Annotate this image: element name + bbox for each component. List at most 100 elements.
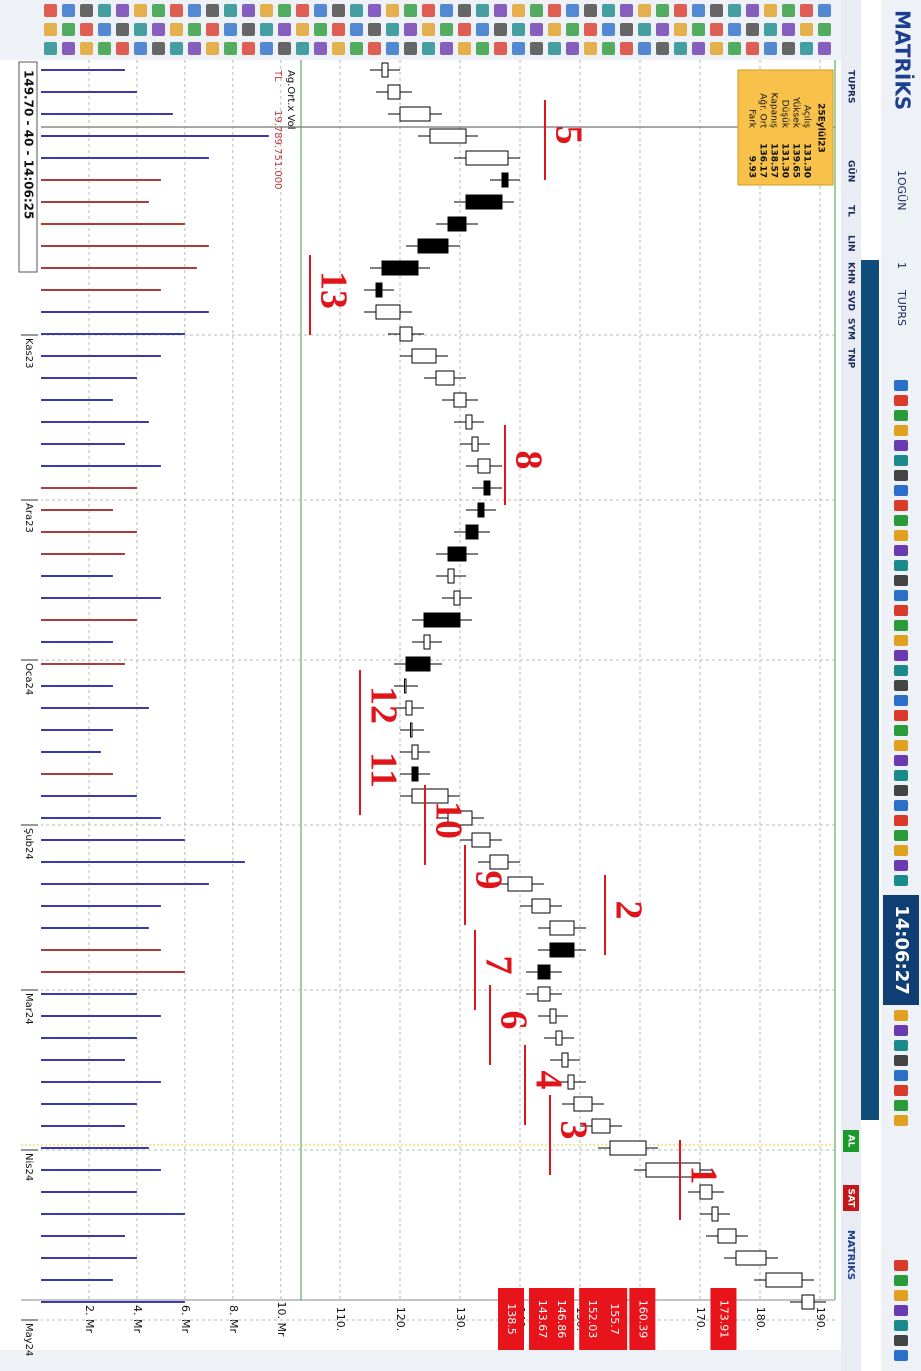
toolbar-icon[interactable] (894, 515, 908, 526)
drawing-tool[interactable] (404, 4, 417, 17)
drawing-tool[interactable] (764, 23, 777, 36)
toolbar-icon[interactable] (894, 695, 908, 706)
drawing-tool[interactable] (512, 42, 525, 55)
toolbar-icon[interactable] (894, 1335, 908, 1346)
drawing-tool[interactable] (674, 23, 687, 36)
toolbar-icon[interactable] (894, 1025, 908, 1036)
sell-label[interactable]: SAT (846, 1189, 856, 1209)
drawing-tool[interactable] (332, 42, 345, 55)
chart-tab[interactable]: TL (846, 205, 856, 217)
toolbar-icon[interactable] (894, 1085, 908, 1096)
toolbar-icon[interactable] (894, 1260, 908, 1271)
drawing-tool[interactable] (548, 23, 561, 36)
drawing-tool[interactable] (548, 4, 561, 17)
chart-tab[interactable]: SVD (846, 290, 856, 311)
drawing-tool[interactable] (332, 23, 345, 36)
drawing-tool[interactable] (98, 23, 111, 36)
drawing-tool[interactable] (242, 23, 255, 36)
toolbar-icon[interactable] (894, 710, 908, 721)
chart-tab[interactable]: LIN (846, 235, 856, 252)
drawing-tool[interactable] (422, 23, 435, 36)
drawing-tool[interactable] (224, 23, 237, 36)
drawing-tool[interactable] (494, 23, 507, 36)
drawing-tool[interactable] (728, 23, 741, 36)
toolbar-icon[interactable] (894, 620, 908, 631)
symbol-select[interactable]: TUPRS (895, 289, 908, 326)
drawing-tool[interactable] (62, 42, 75, 55)
drawing-tool[interactable] (458, 23, 471, 36)
toolbar-icon[interactable] (894, 815, 908, 826)
drawing-tool[interactable] (566, 4, 579, 17)
drawing-tool[interactable] (674, 4, 687, 17)
drawing-tool[interactable] (548, 42, 561, 55)
drawing-tool[interactable] (620, 23, 633, 36)
toolbar-icon[interactable] (894, 830, 908, 841)
drawing-tool[interactable] (170, 4, 183, 17)
drawing-tool[interactable] (314, 42, 327, 55)
drawing-tool[interactable] (656, 4, 669, 17)
drawing-tool[interactable] (386, 23, 399, 36)
drawing-tool[interactable] (800, 23, 813, 36)
chart-tab[interactable]: TUPRS (846, 70, 856, 103)
drawing-tool[interactable] (764, 42, 777, 55)
drawing-tool[interactable] (530, 23, 543, 36)
toolbar-icon[interactable] (894, 1115, 908, 1126)
toolbar-icon[interactable] (894, 590, 908, 601)
drawing-tool[interactable] (566, 23, 579, 36)
buy-label[interactable]: AL (846, 1135, 856, 1148)
drawing-tool[interactable] (278, 4, 291, 17)
toolbar-icon[interactable] (894, 1100, 908, 1111)
toolbar-icon[interactable] (894, 1040, 908, 1051)
drawing-tool[interactable] (440, 4, 453, 17)
drawing-tool[interactable] (692, 42, 705, 55)
toolbar-icon[interactable] (894, 845, 908, 856)
chart-tab[interactable]: TNP (846, 348, 856, 369)
toolbar-icon[interactable] (894, 440, 908, 451)
drawing-tool[interactable] (584, 4, 597, 17)
drawing-tool[interactable] (620, 4, 633, 17)
drawing-tool[interactable] (80, 4, 93, 17)
drawing-tool[interactable] (746, 42, 759, 55)
drawing-tool[interactable] (170, 42, 183, 55)
drawing-tool[interactable] (332, 4, 345, 17)
drawing-tool[interactable] (116, 23, 129, 36)
toolbar-icon[interactable] (894, 545, 908, 556)
drawing-tool[interactable] (350, 4, 363, 17)
toolbar-icon[interactable] (894, 725, 908, 736)
chart-tab[interactable]: SYM (846, 318, 856, 340)
toolbar-icon[interactable] (894, 485, 908, 496)
buy-button[interactable] (843, 1130, 859, 1152)
drawing-tool[interactable] (602, 23, 615, 36)
drawing-tool[interactable] (782, 4, 795, 17)
drawing-tool[interactable] (350, 23, 363, 36)
toolbar-icon[interactable] (894, 455, 908, 466)
drawing-tool[interactable] (188, 23, 201, 36)
drawing-tool[interactable] (638, 42, 651, 55)
drawing-tool[interactable] (584, 23, 597, 36)
drawing-tool[interactable] (602, 4, 615, 17)
drawing-tool[interactable] (638, 4, 651, 17)
drawing-tool[interactable] (746, 23, 759, 36)
toolbar-icon[interactable] (894, 1010, 908, 1021)
drawing-tool[interactable] (134, 42, 147, 55)
drawing-tool[interactable] (476, 4, 489, 17)
drawing-tool[interactable] (134, 23, 147, 36)
toolbar-icon[interactable] (894, 560, 908, 571)
toolbar-icon[interactable] (894, 1290, 908, 1301)
drawing-tool[interactable] (278, 42, 291, 55)
drawing-tool[interactable] (242, 42, 255, 55)
toolbar-icon[interactable] (894, 470, 908, 481)
drawing-tool[interactable] (638, 23, 651, 36)
drawing-tool[interactable] (296, 23, 309, 36)
drawing-tool[interactable] (710, 4, 723, 17)
chart-tab[interactable]: KHN (846, 262, 856, 284)
drawing-tool[interactable] (728, 42, 741, 55)
period-select[interactable]: 1OGÜN (895, 170, 908, 210)
chart-tab[interactable]: GÜN (846, 160, 857, 182)
drawing-tool[interactable] (296, 4, 309, 17)
toolbar-icon[interactable] (894, 800, 908, 811)
drawing-tool[interactable] (818, 42, 831, 55)
drawing-tool[interactable] (404, 23, 417, 36)
drawing-tool[interactable] (782, 42, 795, 55)
drawing-tool[interactable] (170, 23, 183, 36)
